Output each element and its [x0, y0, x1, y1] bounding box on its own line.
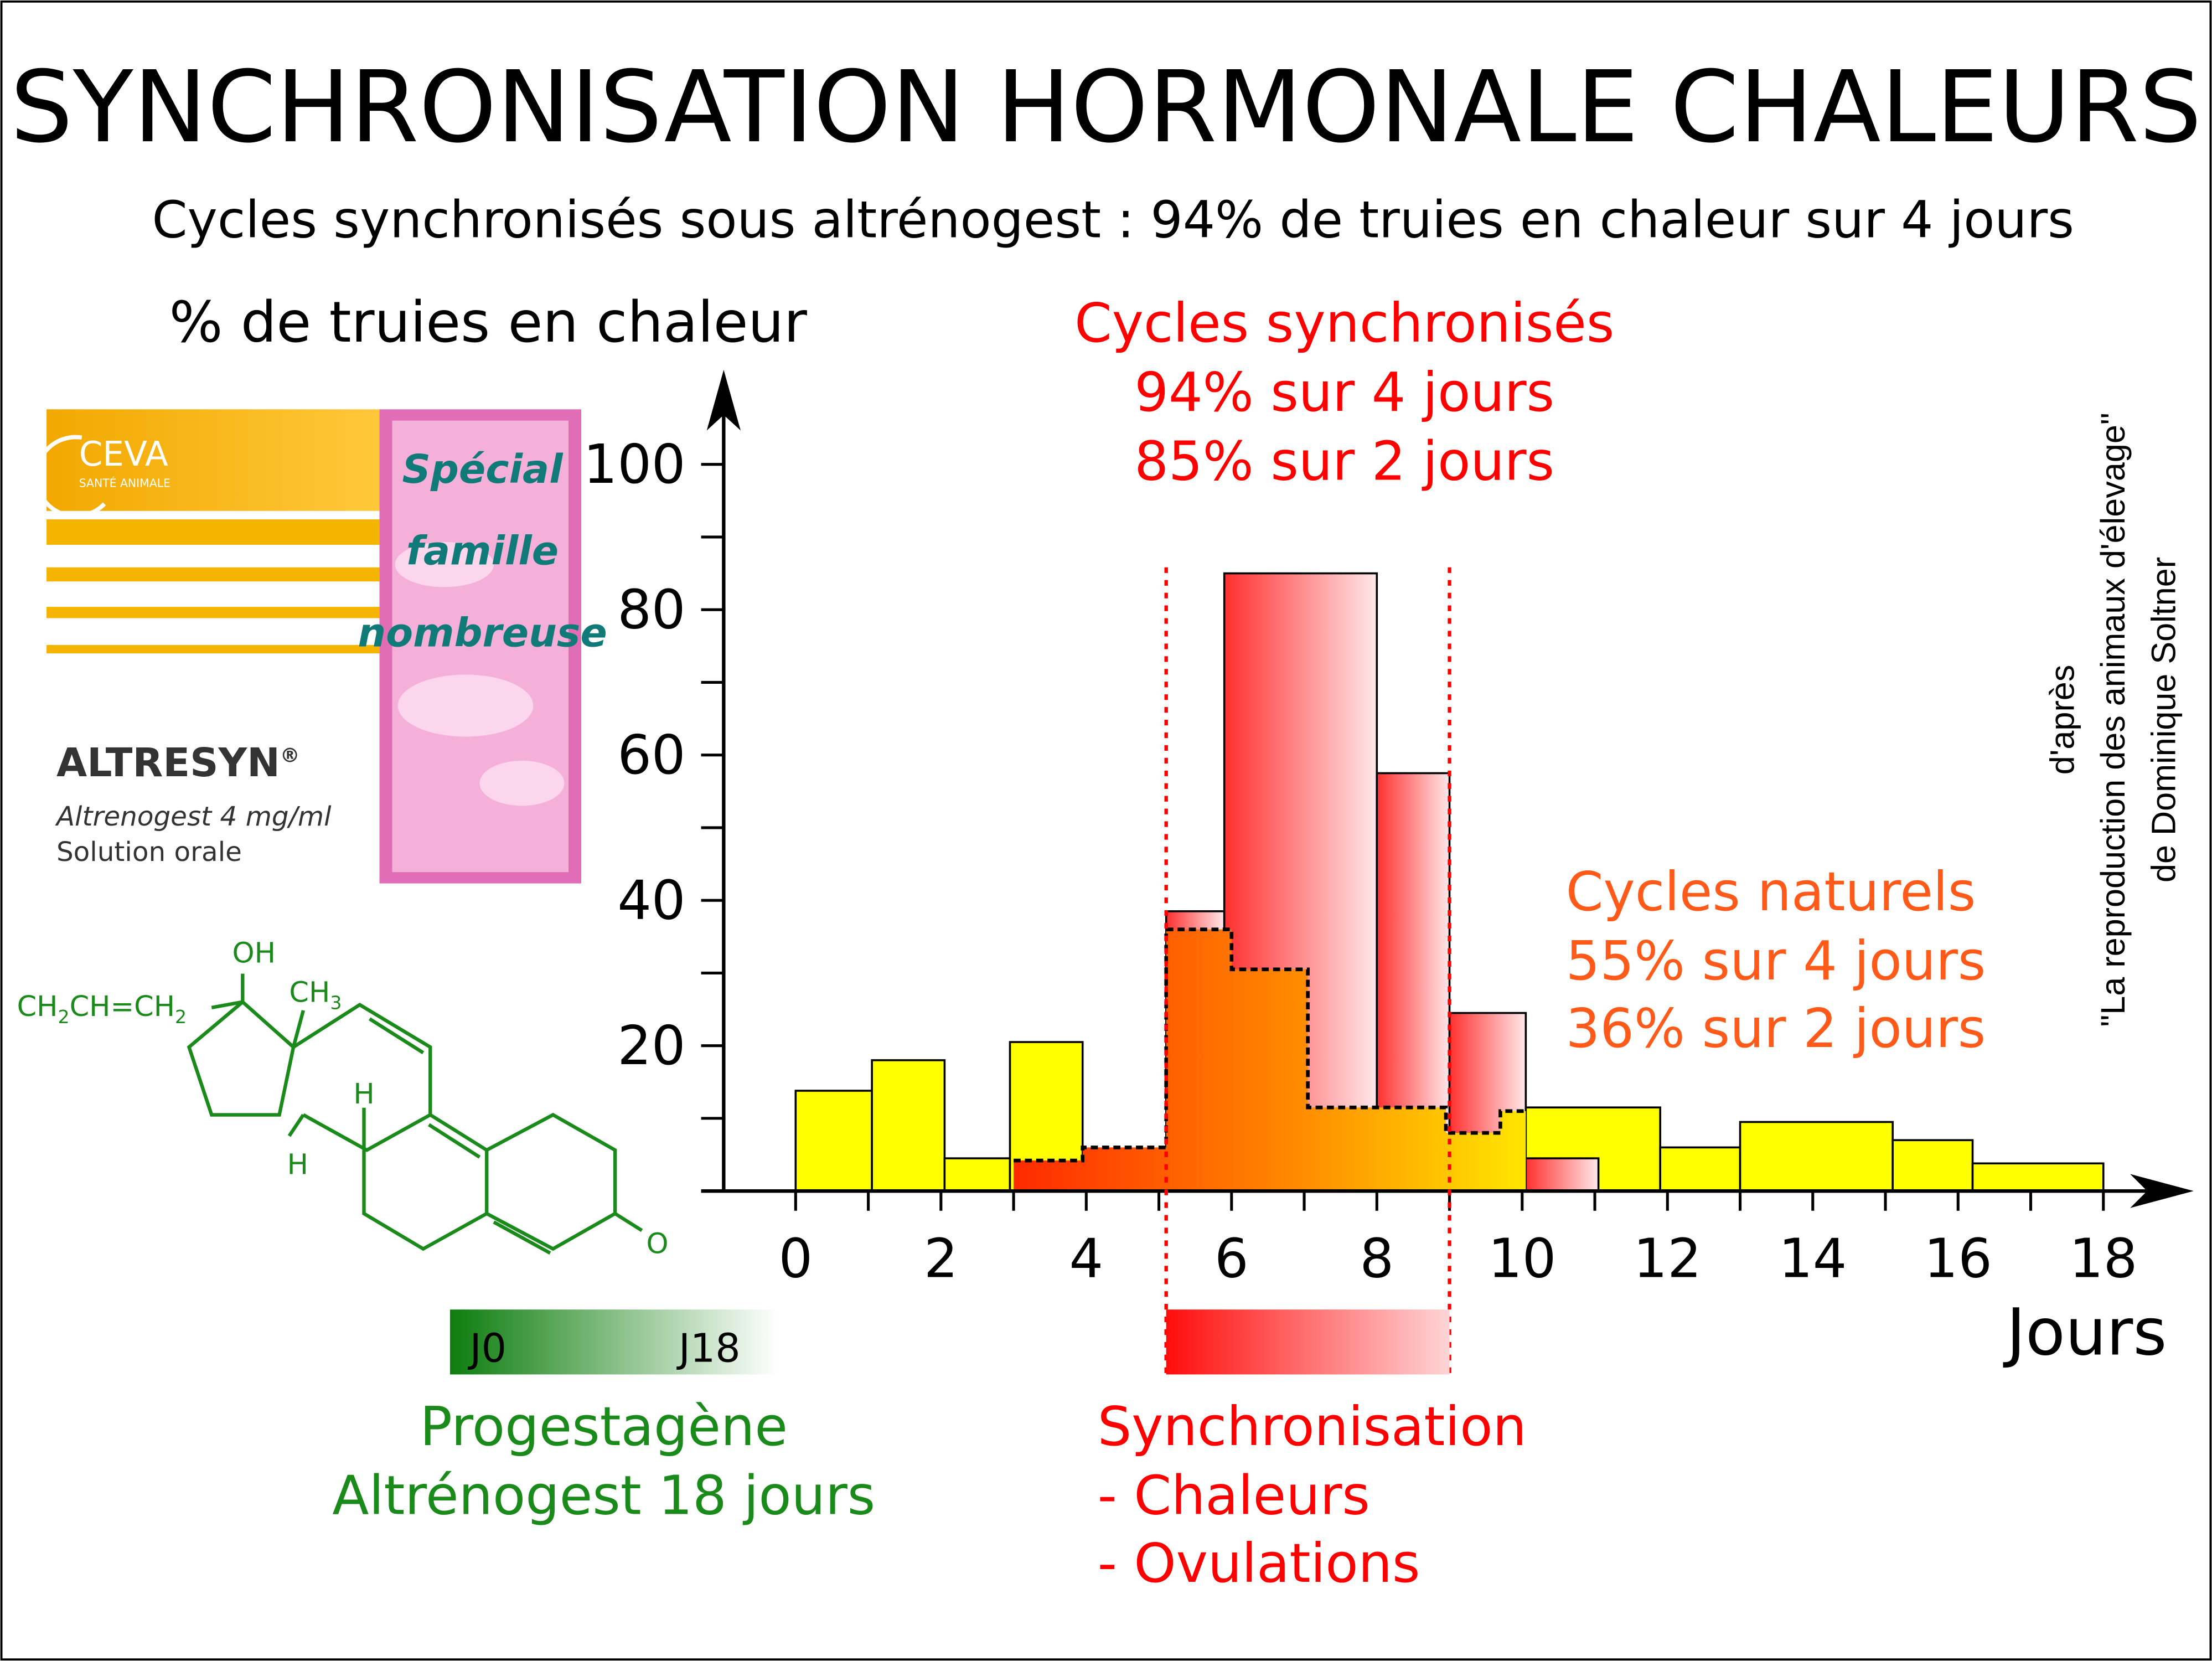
pig-silhouette [479, 760, 565, 806]
ring-c [292, 1002, 432, 1152]
annotation-natural-title: Cycles naturels [1566, 860, 1976, 923]
altresyn-product-box: CEVA SANTÉ ANIMALE Spécial famille nombr… [34, 409, 607, 884]
box-gold-band [46, 409, 380, 511]
x-tick-label: 16 [1924, 1227, 1992, 1290]
natural-cycle-bar [794, 1090, 873, 1192]
y-tick-label: 20 [617, 1014, 685, 1077]
annotation-natural: Cycles naturels 55% sur 4 jours 36% sur … [1566, 860, 1986, 1060]
molecule-label-h: H [287, 1149, 308, 1182]
x-tick-label: 12 [1634, 1227, 1702, 1290]
annotation-sync-line: 94% sur 4 jours [1134, 361, 1554, 424]
box-stripe [46, 607, 380, 618]
box-slogan-line: famille [406, 528, 559, 574]
box-stripe [46, 644, 380, 654]
synchronized-cycle-bar [1524, 1157, 1600, 1192]
progestagen-caption-line: Progestagène [420, 1395, 788, 1458]
natural-cycle-bar [1971, 1162, 2105, 1192]
ring-a [485, 1112, 617, 1251]
credit-line: "La reproduction des animaux d'élevage" [2094, 412, 2132, 1026]
y-tick-label: 80 [617, 578, 685, 641]
credit-line: de Dominique Soltner [2145, 557, 2183, 883]
product-dosage: Altrenogest 4 mg/ml [55, 801, 332, 832]
molecule-label-ch3: CH3 [289, 977, 342, 1014]
progestagen-caption-line: Altrénogest 18 jours [332, 1464, 875, 1527]
grouped-heat-area [1014, 929, 1526, 1191]
y-tick-label: 100 [583, 433, 686, 496]
annotation-natural-line: 55% sur 4 jours [1566, 930, 1986, 992]
box-stripe [46, 567, 380, 582]
natural-cycle-bar [1739, 1121, 1894, 1192]
axis-layer: 0 2 4 6 8 10 12 14 16 18 20 40 60 80 100 [583, 369, 2194, 1290]
allyl-bond [211, 1000, 243, 1009]
ceva-moon-icon [34, 435, 106, 518]
natural-cycle-bar [1659, 1146, 1741, 1192]
x-tick-label: 8 [1360, 1227, 1394, 1290]
page-title: SYNCHRONISATION HORMONALE CHALEURS [10, 50, 2201, 165]
methyl-bond [292, 1010, 305, 1048]
x-tick-label: 2 [924, 1227, 958, 1290]
box-slogan-line: nombreuse [358, 610, 607, 656]
molecule-labels: OH CH2CH=CH2 CH3 H H O [17, 937, 669, 1260]
y-axis-arrow-icon [706, 369, 741, 431]
histogram-layer [794, 572, 2105, 1192]
synchronization-caption-line: - Ovulations [1098, 1532, 1420, 1595]
x-tick-label: 10 [1488, 1227, 1556, 1290]
source-credit: d'après "La reproduction des animaux d'é… [2043, 412, 2182, 1026]
annotation-sync-title: Cycles synchronisés [1074, 292, 1614, 354]
box-stripe [46, 519, 380, 545]
molecule-label-h: H [353, 1078, 374, 1111]
progestagen-start-label: J0 [468, 1325, 507, 1371]
annotation-sync-line: 85% sur 2 jours [1134, 430, 1554, 493]
ceva-logo-text: CEVA [79, 435, 168, 474]
annotation-synchronized: Cycles synchronisés 94% sur 4 jours 85% … [1074, 292, 1614, 493]
ring-d [187, 999, 296, 1117]
annotation-natural-line: 36% sur 2 jours [1566, 997, 1986, 1060]
credit-line: d'après [2043, 665, 2081, 775]
product-name: ALTRESYN® [56, 740, 300, 786]
double-bond [428, 1123, 481, 1159]
pig-silhouette [397, 674, 534, 737]
ring-b [362, 1113, 489, 1251]
y-axis-label: % de truies en chaleur [169, 290, 807, 355]
grouped-heat-outline [1014, 927, 1526, 1163]
natural-cycle-bar [871, 1059, 946, 1192]
page-subtitle: Cycles synchronisés sous altrénogest : 9… [152, 190, 2074, 249]
double-bond [368, 1017, 425, 1055]
x-tick-label: 4 [1069, 1227, 1104, 1290]
synchronization-caption-line: Synchronisation [1098, 1395, 1527, 1458]
ceva-logo-subtext: SANTÉ ANIMALE [79, 476, 170, 489]
double-bond [493, 1220, 551, 1255]
molecule-label-o: O [647, 1227, 669, 1260]
h-bond [287, 1113, 305, 1137]
x-axis-label: Jours [2003, 1294, 2167, 1370]
progestagen-end-label: J18 [676, 1325, 741, 1371]
synchronization-caption-line: - Chaleurs [1098, 1464, 1370, 1527]
carbonyl-bond [614, 1212, 643, 1232]
box-slogan-line: Spécial [402, 446, 564, 492]
x-tick-label: 0 [779, 1227, 813, 1290]
progestagen-bar [449, 1309, 778, 1375]
molecule-label-oh: OH [232, 937, 276, 969]
altrenogest-molecule [187, 973, 643, 1255]
y-tick-label: 60 [617, 724, 685, 786]
product-form: Solution orale [56, 837, 242, 868]
synchronization-bar [1166, 1309, 1450, 1375]
progestagen-caption: Progestagène Altrénogest 18 jours [332, 1395, 875, 1527]
molecule-label-chain: CH2CH=CH2 [17, 991, 187, 1028]
x-tick-label: 6 [1214, 1227, 1249, 1290]
pig-silhouette [395, 541, 494, 587]
synchronization-caption: Synchronisation - Chaleurs - Ovulations [1098, 1395, 1527, 1595]
y-tick-label: 40 [617, 869, 685, 931]
natural-cycle-bar [943, 1157, 1011, 1192]
x-tick-label: 14 [1779, 1227, 1847, 1290]
natural-cycle-bar [1891, 1139, 1974, 1192]
x-tick-label: 18 [2069, 1227, 2137, 1290]
x-axis-arrow-icon [2130, 1174, 2194, 1208]
